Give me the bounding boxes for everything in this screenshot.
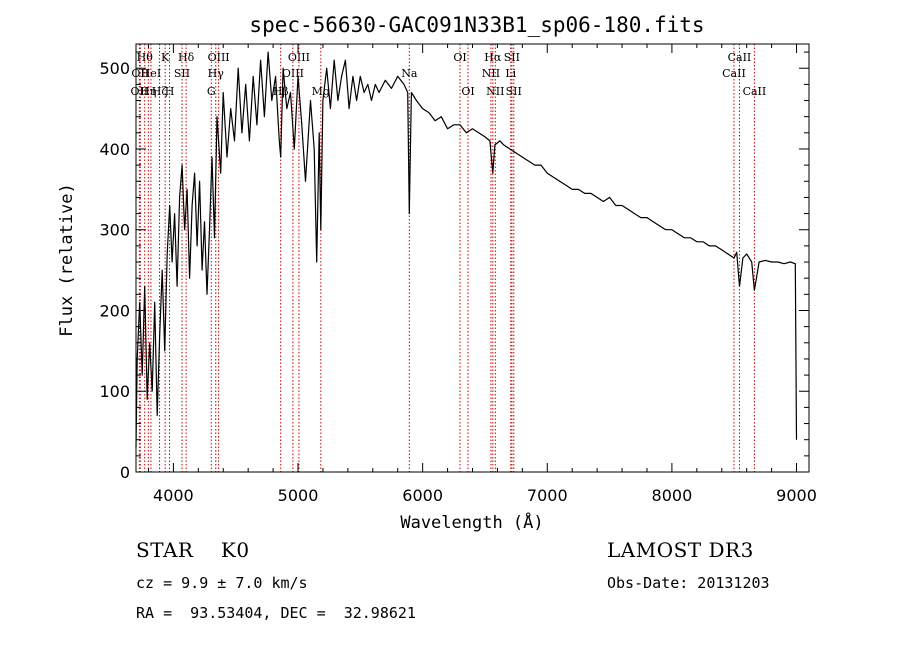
spectral-line-label: G [207,85,216,98]
obs-date-label: Obs-Date: 20131203 [607,574,770,592]
spectral-line-label: Hβ [273,85,289,98]
survey-label: LAMOST DR3 [607,538,754,562]
redshift-label: cz = 9.9 ± 7.0 km/s [136,574,308,592]
spectral-line-labels: HθOIIOIIHηHeIHζKHSIIHδGHγOIIIHβOIIIOIIIM… [131,51,767,98]
y-tick-label: 300 [99,221,130,240]
x-tick-label: 9000 [776,486,817,505]
spectral-line-label: OI [453,51,466,64]
spectral-line-label: OIII [288,51,310,64]
spectral-line-label: Hγ [208,67,225,80]
spectral-line-label: Hδ [178,51,195,64]
spectral-line-label: CaII [722,67,746,80]
spectral-line-label: OI [461,85,474,98]
x-tick-label: 8000 [652,486,693,505]
x-tick-label: 7000 [527,486,568,505]
x-tick-label: 4000 [153,486,194,505]
spectral-line-label: OIII [208,51,230,64]
spectral-line-label: H [165,85,175,98]
y-axis: 0 100 200 300 400 500 [99,51,809,482]
y-tick-label: 400 [99,140,130,159]
y-tick-label: 500 [99,59,130,78]
spectral-line-label: SII [504,51,520,64]
y-axis-label: Flux (relative) [57,183,77,337]
spectral-line-label: SII [506,85,522,98]
spectral-line-label: Mg [312,85,330,98]
spectral-line-label: Na [401,67,418,80]
spectral-line-label: OIII [282,67,304,80]
spectral-line-label: Hη [140,85,156,98]
spectral-line-label: CaII [743,85,767,98]
classification-label: STAR K0 [136,538,250,562]
spectral-line-label: Li [505,67,516,80]
spectrum-series [135,51,798,448]
spectral-line-label: Hζ [152,85,168,98]
spectral-line-label: OII [131,85,149,98]
coordinates-label: RA = 93.53404, DEC = 32.98621 [136,604,416,622]
spectral-line-label: Hα [484,51,502,64]
x-axis: 4000 5000 6000 7000 8000 9000 [147,44,817,505]
spectral-line-label: SII [174,67,190,80]
spectral-line-label: NII [486,85,504,98]
y-tick-label: 100 [99,382,130,401]
spectral-line-label: Hθ [137,51,154,64]
x-tick-label: 5000 [278,486,319,505]
spectral-line-markers [138,44,755,472]
plot-frame [135,43,810,473]
spectrum-line [135,51,798,448]
spectral-line-label: K [161,51,170,64]
spectral-line-label: NII [482,67,500,80]
x-axis-label: Wavelength (Å) [400,511,543,533]
x-tick-label: 6000 [402,486,443,505]
y-tick-label: 0 [120,463,130,482]
chart-title: spec-56630-GAC091N33B1_sp06-180.fits [249,13,704,37]
spectral-line-label: CaII [728,51,752,64]
y-tick-label: 200 [99,301,130,320]
spectral-line-label: HeI [141,67,161,80]
